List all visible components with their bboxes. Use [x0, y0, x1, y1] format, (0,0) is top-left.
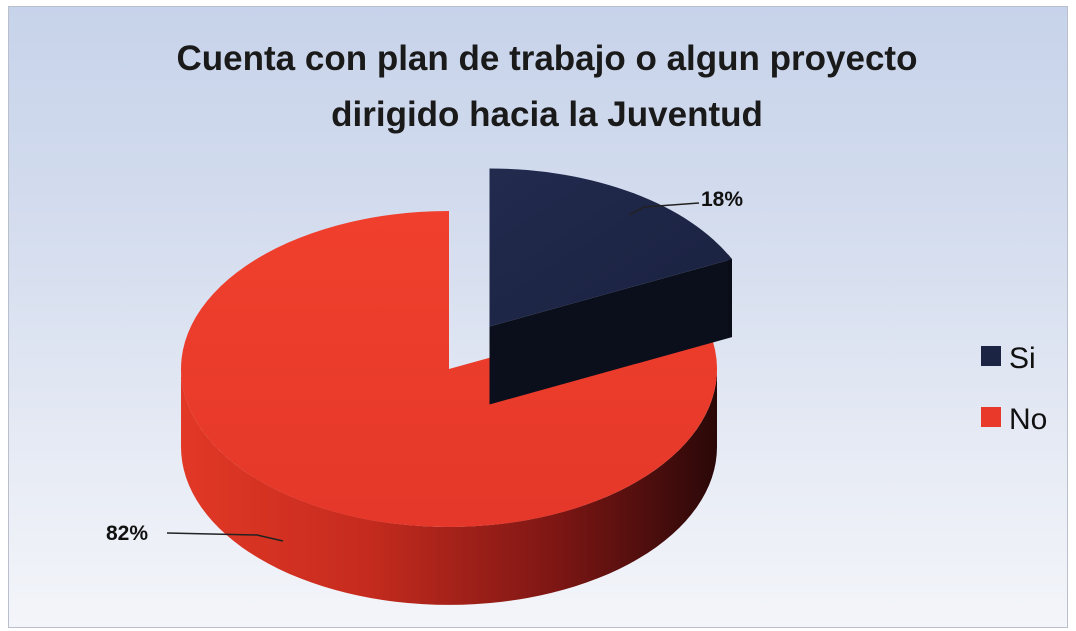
slice-no — [180, 211, 717, 527]
slice-side-no — [181, 369, 717, 605]
pie-chart: Cuenta con plan de trabajo o algun proye… — [106, 39, 1047, 605]
leader-line-no — [166, 532, 284, 542]
legend-swatch-no — [981, 407, 1001, 427]
legend-label-si: Si — [1009, 342, 1036, 375]
leader-line-si — [628, 202, 700, 216]
legend-swatch-si — [981, 346, 1001, 366]
slice-rim-si — [727, 254, 733, 338]
slice-si — [489, 168, 733, 327]
chart-title-line-2: dirigido hacia la Juventud — [331, 95, 763, 134]
data-label-si: 18% — [701, 188, 743, 211]
slice-cut-si — [489, 259, 733, 405]
data-label-no: 82% — [106, 522, 148, 545]
legend-label-no: No — [1009, 403, 1047, 436]
pie-slices — [180, 168, 733, 605]
chart-title-line-1: Cuenta con plan de trabajo o algun proye… — [177, 39, 918, 78]
chart-frame: Cuenta con plan de trabajo o algun proye… — [8, 6, 1068, 628]
